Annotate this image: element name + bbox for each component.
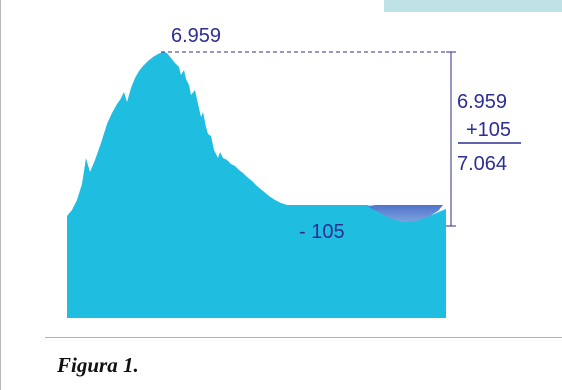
terrain-profile	[67, 52, 446, 318]
left-border	[0, 0, 1, 390]
peak-value-label: 6.959	[171, 25, 221, 47]
valley-depth-label: - 105	[299, 221, 345, 243]
sum-line-2: +105	[466, 119, 511, 141]
caption-divider	[45, 337, 562, 338]
top-bar	[0, 0, 384, 12]
elevation-diagram: 6.959 6.959 +105 7.064 - 105	[67, 25, 521, 318]
water-pocket	[368, 205, 443, 222]
corner-tab	[384, 0, 562, 12]
sum-result: 7.064	[457, 153, 507, 175]
sum-line-1: 6.959	[457, 91, 507, 113]
figure-caption: Figura 1.	[57, 353, 139, 377]
